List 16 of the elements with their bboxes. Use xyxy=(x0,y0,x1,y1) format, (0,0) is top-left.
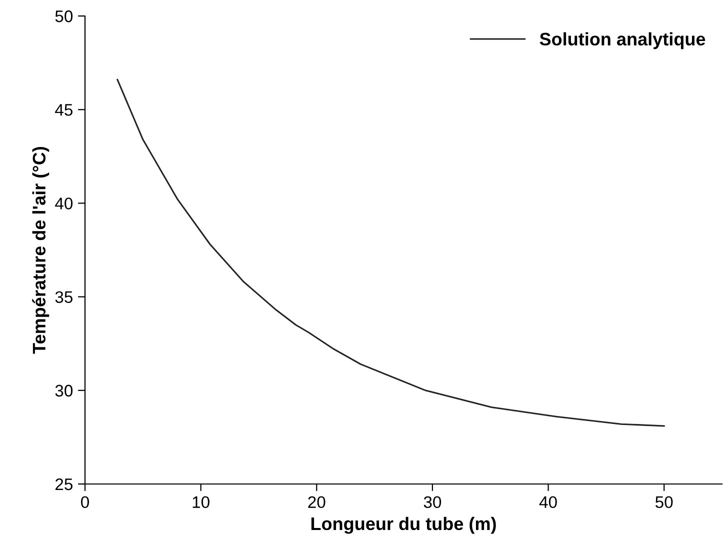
x-axis-title: Longueur du tube (m) xyxy=(311,516,496,534)
x-tick-label: 40 xyxy=(539,496,557,508)
x-tick-label: 10 xyxy=(192,496,210,508)
x-tick-label: 0 xyxy=(81,496,89,508)
y-tick-label: 40 xyxy=(55,198,73,210)
y-tick-label: 50 xyxy=(55,10,73,22)
legend-label: Solution analytique xyxy=(540,32,706,50)
y-tick-label: 45 xyxy=(55,104,72,116)
y-axis-title: Température de l'air (°C) xyxy=(32,146,50,354)
y-tick-label: 35 xyxy=(55,291,72,304)
y-tick-label: 25 xyxy=(55,478,72,490)
x-tick-label: 50 xyxy=(655,496,673,508)
y-tick-label: 30 xyxy=(55,384,73,397)
x-tick-label: 30 xyxy=(424,496,442,508)
x-tick-label: 20 xyxy=(308,496,326,508)
line-series xyxy=(116,78,665,427)
